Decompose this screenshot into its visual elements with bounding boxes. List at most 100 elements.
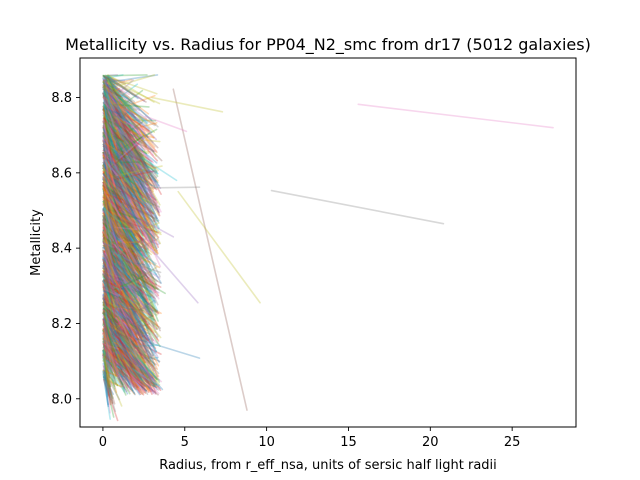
galaxy-line bbox=[103, 264, 141, 291]
galaxy-line bbox=[106, 152, 126, 171]
galaxy-line bbox=[103, 254, 134, 322]
galaxy-line bbox=[102, 230, 108, 244]
galaxy-line bbox=[104, 115, 112, 153]
galaxy-line bbox=[103, 327, 142, 391]
galaxy-line bbox=[106, 191, 142, 257]
galaxy-line bbox=[105, 314, 122, 353]
galaxy-line bbox=[106, 245, 129, 293]
galaxy-line bbox=[102, 75, 115, 83]
galaxy-line bbox=[102, 163, 112, 182]
galaxy-line bbox=[103, 121, 135, 145]
galaxy-line bbox=[102, 178, 116, 221]
galaxy-line bbox=[104, 96, 132, 161]
galaxy-line bbox=[104, 292, 124, 328]
galaxy-line bbox=[105, 102, 115, 112]
galaxy-line bbox=[107, 159, 125, 173]
galaxy-line bbox=[105, 74, 159, 84]
galaxy-line bbox=[105, 237, 122, 250]
galaxy-line bbox=[103, 267, 114, 276]
galaxy-line bbox=[106, 131, 134, 194]
galaxy-line bbox=[103, 250, 130, 298]
galaxy-line bbox=[106, 312, 126, 337]
galaxy-line bbox=[105, 296, 145, 371]
galaxy-line bbox=[107, 283, 116, 298]
galaxy-line bbox=[106, 85, 121, 119]
galaxy-line bbox=[106, 347, 129, 389]
galaxy-line bbox=[102, 159, 117, 167]
galaxy-line bbox=[104, 231, 146, 330]
galaxy-line bbox=[107, 205, 137, 252]
galaxy-line bbox=[102, 287, 123, 319]
galaxy-line bbox=[107, 112, 161, 206]
galaxy-line bbox=[105, 182, 120, 201]
galaxy-line bbox=[103, 211, 146, 241]
galaxy-line bbox=[106, 74, 131, 112]
galaxy-line bbox=[105, 126, 133, 171]
galaxy-line bbox=[104, 161, 139, 190]
galaxy-line bbox=[105, 248, 149, 306]
galaxy-line bbox=[104, 317, 142, 342]
galaxy-line bbox=[103, 233, 139, 258]
galaxy-line bbox=[106, 270, 116, 283]
galaxy-line bbox=[103, 122, 117, 143]
galaxy-line bbox=[106, 356, 128, 392]
galaxy-line bbox=[107, 274, 124, 287]
galaxy-line bbox=[104, 286, 113, 311]
galaxy-line bbox=[104, 182, 113, 192]
galaxy-line bbox=[105, 100, 120, 128]
galaxy-line bbox=[106, 186, 119, 196]
galaxy-line bbox=[107, 104, 122, 123]
galaxy-line bbox=[105, 89, 144, 118]
galaxy-line bbox=[104, 289, 128, 313]
galaxy-line bbox=[103, 153, 121, 176]
galaxy-line bbox=[103, 74, 127, 109]
galaxy-line bbox=[107, 327, 162, 355]
galaxy-line bbox=[105, 331, 142, 395]
galaxy-line bbox=[106, 83, 139, 108]
galaxy-line bbox=[102, 167, 139, 207]
galaxy-line bbox=[104, 232, 113, 248]
galaxy-line bbox=[102, 114, 118, 142]
galaxy-line bbox=[107, 276, 150, 314]
galaxy-line bbox=[106, 337, 147, 360]
galaxy-line bbox=[104, 269, 137, 298]
galaxy-line bbox=[103, 85, 133, 117]
galaxy-line bbox=[104, 205, 116, 213]
galaxy-line bbox=[103, 192, 130, 239]
galaxy-line bbox=[103, 244, 132, 283]
galaxy-line bbox=[107, 155, 135, 200]
galaxy-line bbox=[103, 127, 118, 140]
galaxy-line bbox=[106, 331, 118, 340]
galaxy-line bbox=[106, 306, 129, 333]
galaxy-line bbox=[107, 285, 119, 302]
galaxy-line bbox=[103, 107, 110, 156]
galaxy-line bbox=[107, 218, 117, 224]
galaxy-line bbox=[105, 159, 119, 178]
galaxy-line bbox=[103, 207, 126, 227]
galaxy-line bbox=[103, 266, 139, 339]
galaxy-line bbox=[103, 327, 117, 359]
galaxy-line bbox=[107, 136, 126, 172]
galaxy-line bbox=[105, 139, 125, 152]
galaxy-line bbox=[106, 129, 116, 151]
galaxy-line bbox=[105, 96, 127, 138]
galaxy-line bbox=[104, 158, 116, 172]
galaxy-line bbox=[103, 333, 143, 381]
galaxy-line bbox=[106, 169, 132, 207]
galaxy-line bbox=[106, 271, 127, 318]
galaxy-line bbox=[103, 105, 130, 143]
galaxy-line bbox=[102, 249, 133, 322]
x-axis-label: Radius, from r_eff_nsa, units of sersic … bbox=[159, 458, 497, 473]
galaxy-line bbox=[102, 269, 149, 334]
galaxy-line bbox=[107, 343, 124, 370]
galaxy-line bbox=[105, 207, 142, 221]
galaxy-line bbox=[102, 204, 112, 223]
galaxy-line bbox=[102, 355, 112, 364]
galaxy-line bbox=[107, 195, 116, 212]
galaxy-line bbox=[105, 230, 129, 261]
galaxy-line bbox=[104, 214, 160, 234]
galaxy-line bbox=[102, 272, 113, 287]
galaxy-line bbox=[103, 126, 117, 155]
galaxy-line bbox=[103, 252, 120, 289]
galaxy-line bbox=[103, 302, 140, 340]
